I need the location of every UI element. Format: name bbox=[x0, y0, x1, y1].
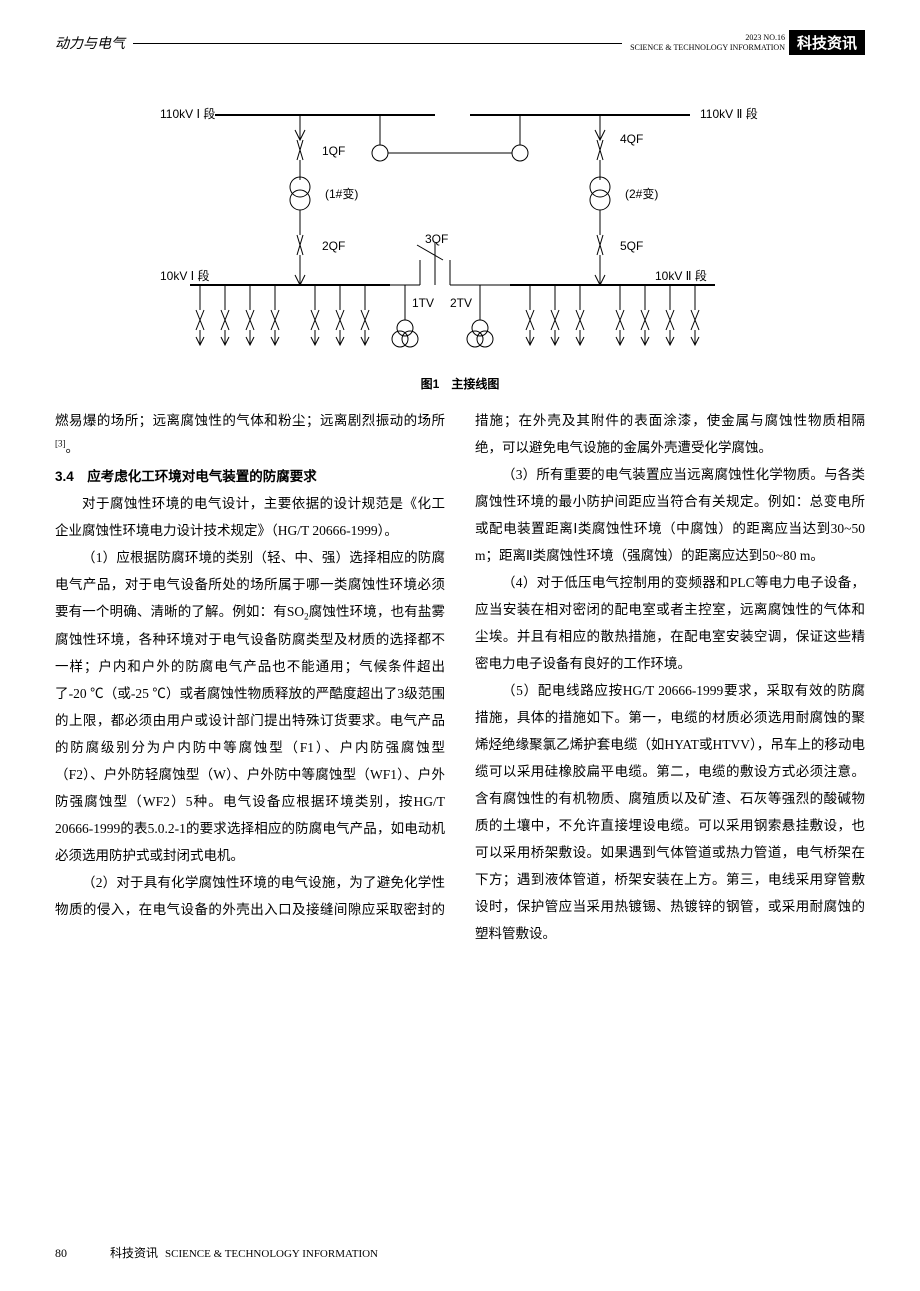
body-text: 燃易爆的场所；远离腐蚀性的气体和粉尘；远离剧烈振动的场所[3]。 3.4 应考虑… bbox=[55, 407, 865, 947]
reference: [3] bbox=[55, 439, 66, 449]
bus-label: 110kV Ⅱ 段 bbox=[700, 106, 758, 121]
bus-label: 110kV Ⅰ 段 bbox=[160, 106, 215, 121]
paragraph: （3）所有重要的电气装置应当远离腐蚀性化学物质。与各类腐蚀性环境的最小防护间距应… bbox=[475, 461, 865, 569]
breaker-label: 5QF bbox=[620, 239, 643, 253]
page-header: 动力与电气 2023 NO.16 SCIENCE & TECHNOLOGY IN… bbox=[55, 30, 865, 55]
paragraph: （5）配电线路应按HG/T 20666-1999要求，采取有效的防腐措施，具体的… bbox=[475, 677, 865, 947]
page-number: 80 bbox=[55, 1246, 67, 1260]
journal-name-en: SCIENCE & TECHNOLOGY INFORMATION bbox=[165, 1248, 378, 1260]
header-rule bbox=[133, 43, 622, 44]
paragraph: （1）应根据防腐环境的类别（轻、中、强）选择相应的防腐电气产品，对于电气设备所处… bbox=[55, 544, 445, 869]
transformer-label: (1#变) bbox=[325, 186, 358, 201]
tv-label: 1TV bbox=[412, 296, 434, 310]
issue-info: 2023 NO.16 SCIENCE & TECHNOLOGY INFORMAT… bbox=[630, 33, 785, 52]
feeders-right bbox=[526, 285, 699, 345]
figure-caption: 图1 主接线图 bbox=[55, 375, 865, 392]
paragraph: （4）对于低压电气控制用的变频器和PLC等电力电子设备，应当安装在相对密闭的配电… bbox=[475, 569, 865, 677]
breaker-label: 3QF bbox=[425, 232, 448, 246]
breaker-label: 4QF bbox=[620, 132, 643, 146]
breaker-label: 2QF bbox=[322, 239, 345, 253]
diagram-svg: 110kV Ⅰ 段 110kV Ⅱ 段 1QF (1#变) 2QF 4QF bbox=[160, 85, 760, 365]
breaker-label: 1QF bbox=[322, 144, 345, 158]
journal-name-cn: 科技资讯 bbox=[110, 1246, 158, 1260]
paragraph: 燃易爆的场所；远离腐蚀性的气体和粉尘；远离剧烈振动的场所[3]。 bbox=[55, 407, 445, 461]
bus-label: 10kV Ⅰ 段 bbox=[160, 268, 210, 283]
feeders-left bbox=[196, 285, 369, 345]
transformer-label: (2#变) bbox=[625, 186, 658, 201]
tv-label: 2TV bbox=[450, 296, 472, 310]
page-footer: 80 科技资讯 SCIENCE & TECHNOLOGY INFORMATION bbox=[55, 1244, 378, 1261]
header-right: 2023 NO.16 SCIENCE & TECHNOLOGY INFORMAT… bbox=[630, 30, 865, 55]
section-name: 动力与电气 bbox=[55, 33, 125, 53]
wiring-diagram: 110kV Ⅰ 段 110kV Ⅱ 段 1QF (1#变) 2QF 4QF bbox=[160, 85, 760, 365]
paragraph: 对于腐蚀性环境的电气设计，主要依据的设计规范是《化工企业腐蚀性环境电力设计技术规… bbox=[55, 490, 445, 544]
journal-badge: 科技资讯 bbox=[789, 30, 865, 55]
issue-line: SCIENCE & TECHNOLOGY INFORMATION bbox=[630, 43, 785, 53]
issue-line: 2023 NO.16 bbox=[630, 33, 785, 43]
bus-label: 10kV Ⅱ 段 bbox=[655, 268, 707, 283]
section-heading: 3.4 应考虑化工环境对电气装置的防腐要求 bbox=[55, 463, 445, 490]
